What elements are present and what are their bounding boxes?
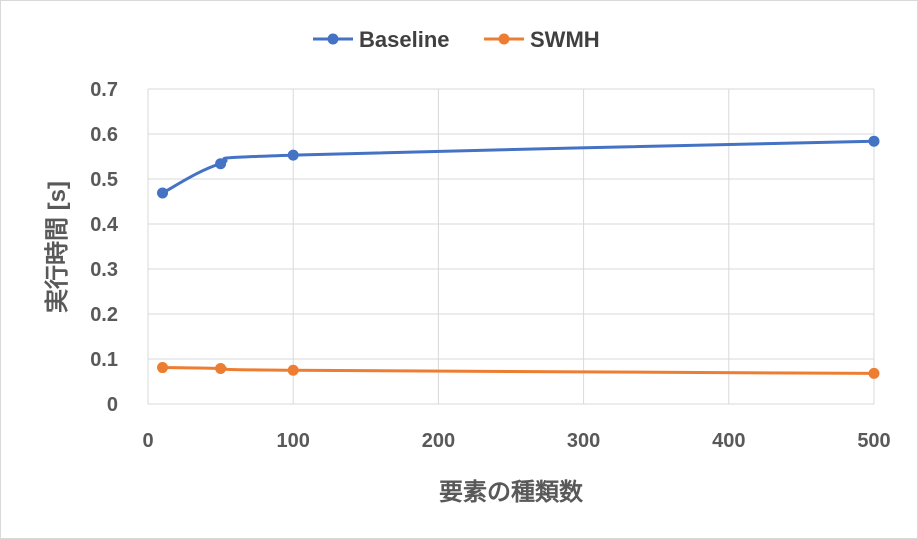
data-point-baseline	[157, 187, 169, 199]
series-line-baseline	[161, 139, 876, 195]
y-axis-ticks: 0 0.1 0.2 0.3 0.4 0.5 0.6 0.7	[90, 79, 119, 416]
y-tick-label: 0.3	[90, 259, 118, 281]
x-axis-ticks: 0 100 200 300 400 500	[142, 430, 890, 452]
x-tick-label: 0	[142, 430, 153, 452]
x-tick-label: 100	[277, 430, 310, 452]
legend: Baseline SWMH	[313, 27, 600, 52]
series-swmh	[157, 362, 880, 379]
data-point-swmh	[868, 367, 880, 379]
legend-item-baseline: Baseline	[313, 27, 450, 52]
legend-marker	[327, 33, 339, 45]
y-axis-title: 実行時間 [s]	[43, 181, 71, 313]
y-tick-label: 0.7	[90, 79, 118, 101]
legend-marker	[498, 33, 510, 45]
y-tick-label: 0.1	[90, 349, 118, 371]
x-tick-label: 500	[857, 430, 890, 452]
data-point-baseline	[215, 158, 227, 170]
grid	[147, 88, 875, 405]
data-point-swmh	[287, 364, 299, 376]
y-tick-label: 0.2	[90, 304, 118, 326]
y-tick-label: 0.5	[90, 169, 118, 191]
data-point-baseline	[868, 135, 880, 147]
series-line-swmh	[161, 366, 876, 375]
data-point-swmh	[157, 362, 169, 374]
data-point-baseline	[287, 149, 299, 161]
x-axis-title: 要素の種類数	[439, 479, 584, 506]
y-tick-label: 0.4	[90, 214, 119, 236]
x-tick-label: 400	[712, 430, 745, 452]
y-tick-label: 0.6	[90, 124, 118, 146]
series-layer	[157, 135, 880, 379]
series-baseline	[157, 135, 880, 199]
data-point-swmh	[215, 362, 227, 374]
x-tick-label: 300	[567, 430, 600, 452]
legend-label: Baseline	[359, 27, 450, 52]
x-tick-label: 200	[422, 430, 455, 452]
y-tick-label: 0	[107, 394, 118, 416]
legend-label: SWMH	[530, 27, 600, 52]
legend-item-swmh: SWMH	[484, 27, 600, 52]
